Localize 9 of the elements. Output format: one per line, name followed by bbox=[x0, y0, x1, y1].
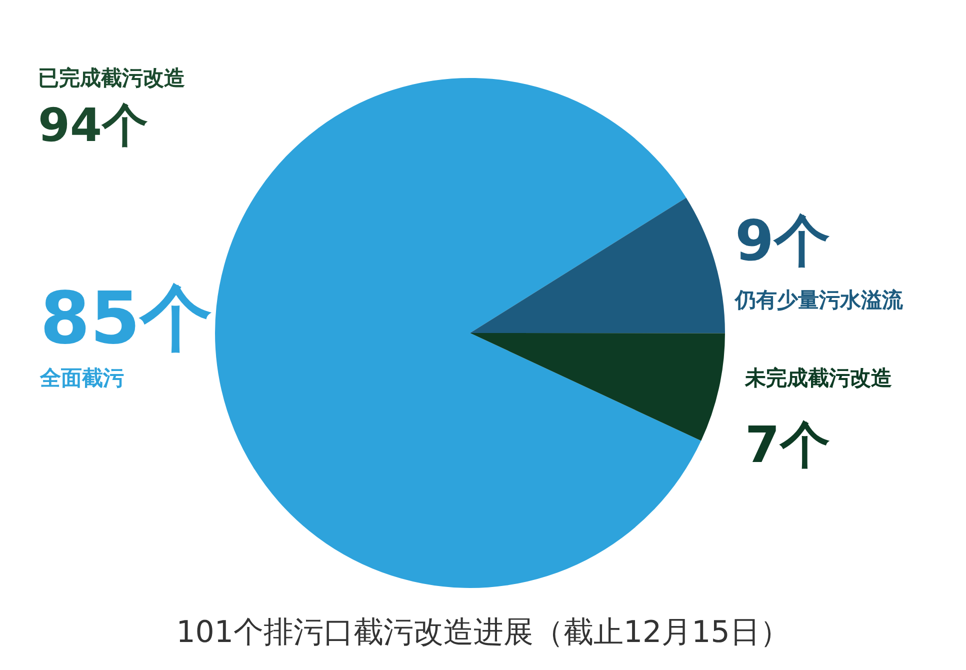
slice-label: 未完成截污改造 bbox=[745, 366, 892, 390]
slice-label: 仍有少量污水溢流 bbox=[735, 288, 903, 312]
text: 101个排污口截污改造进展（截止12月15日） bbox=[175, 614, 791, 652]
slice-label: 全面截污 bbox=[40, 366, 124, 390]
data-label: 9个 bbox=[735, 209, 830, 274]
text: 已完成截污改造 bbox=[38, 66, 185, 90]
text: 94个 bbox=[38, 98, 148, 152]
data-label: 7个 bbox=[745, 416, 830, 474]
data-label: 85个 bbox=[40, 276, 212, 360]
